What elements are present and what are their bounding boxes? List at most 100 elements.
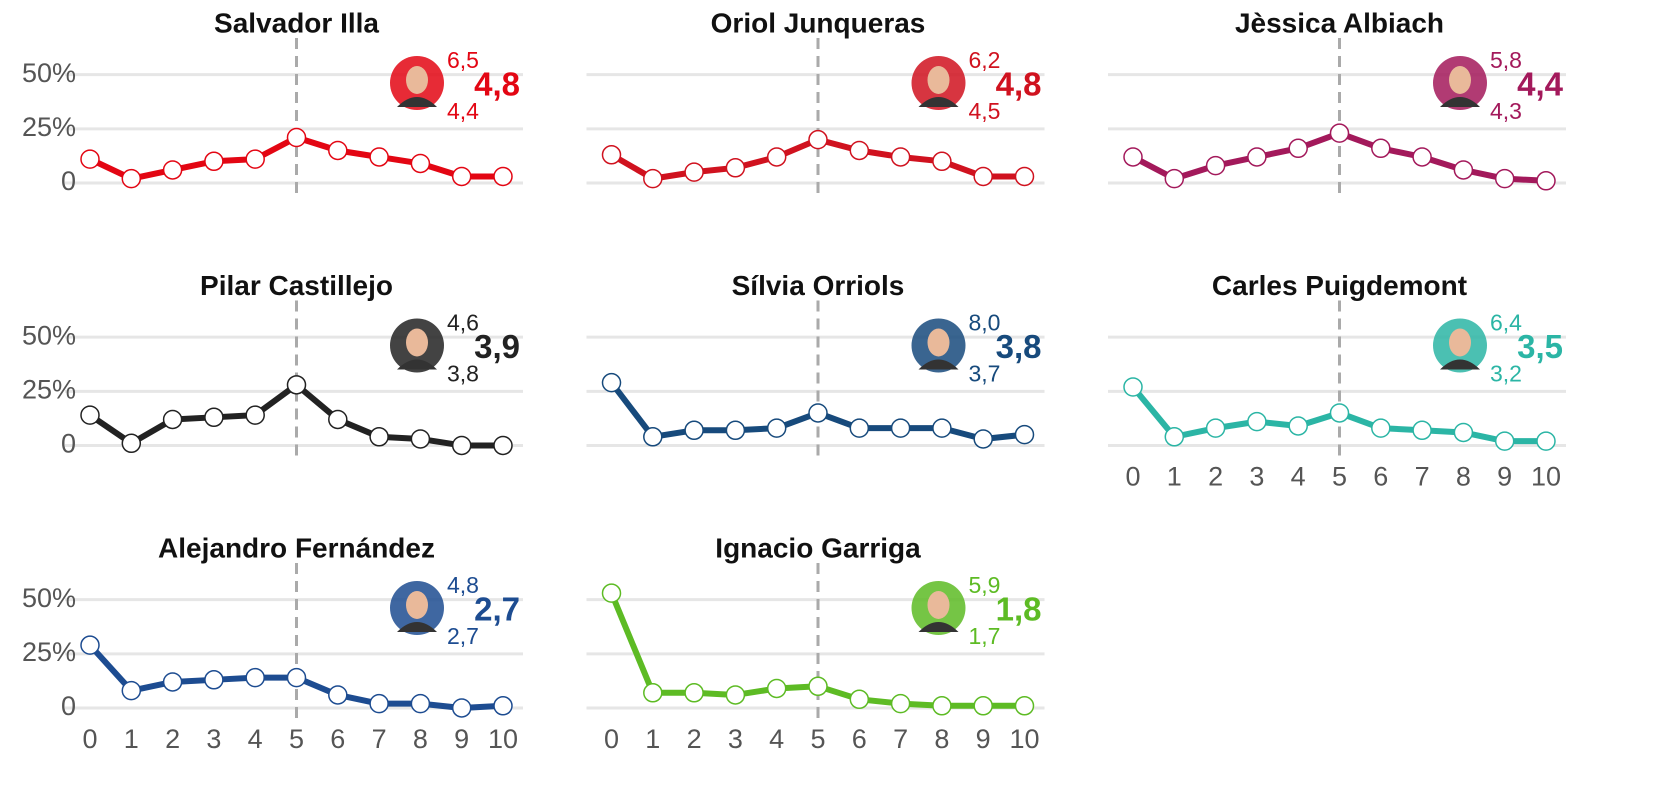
avatar-face [1449, 328, 1471, 357]
x-tick-label: 1 [645, 724, 660, 754]
point [766, 147, 787, 167]
point [643, 683, 663, 703]
point [328, 140, 348, 161]
panel-title: Carles Puigdemont [1212, 270, 1467, 301]
annotation: 8,0 [969, 310, 1001, 336]
x-tick-label: 7 [893, 724, 908, 754]
point [890, 693, 911, 714]
avatar-body [397, 97, 437, 107]
point [1205, 418, 1226, 438]
annotation: 3,5 [1517, 328, 1563, 365]
x-tick-label: 9 [976, 724, 991, 754]
point [245, 667, 265, 688]
point [1329, 123, 1350, 143]
panel-title: Oriol Junqueras [711, 7, 926, 38]
point [80, 149, 100, 169]
point [1014, 424, 1035, 445]
panel: Salvador Illa 0 25% 50% 6,54,84,4 [22, 7, 523, 196]
x-tick-label: 5 [810, 724, 825, 754]
point [1371, 138, 1391, 159]
avatar-body [918, 97, 959, 107]
x-tick-label: 5 [289, 724, 304, 754]
point [451, 435, 472, 456]
annotation: 4,4 [1517, 66, 1564, 103]
annotation: 5,8 [1490, 47, 1522, 73]
point [162, 672, 183, 692]
point [684, 420, 704, 441]
point [1288, 416, 1308, 436]
x-tick-label: 1 [124, 724, 139, 754]
point [286, 127, 307, 148]
point [1164, 427, 1185, 447]
point [121, 168, 142, 189]
point [493, 696, 513, 716]
x-tick-label: 10 [1531, 462, 1561, 492]
annotation: 3,2 [1490, 361, 1522, 387]
annotation: 6,2 [969, 47, 1001, 73]
point [493, 435, 513, 456]
y-tick-label: 25% [22, 374, 76, 404]
annotation: 5,9 [969, 572, 1001, 598]
point [1247, 147, 1267, 167]
point [766, 418, 787, 438]
point [725, 685, 746, 705]
panel-title: Alejandro Fernández [158, 532, 435, 563]
point [849, 689, 870, 710]
panel: Oriol Junqueras 6,24,84,5 [586, 7, 1045, 195]
point [451, 698, 472, 718]
point [204, 670, 224, 690]
point [1536, 171, 1556, 191]
point [643, 168, 663, 189]
point [493, 166, 513, 187]
point [973, 429, 993, 449]
point [286, 667, 307, 688]
point [973, 696, 993, 716]
x-tick-label: 1 [1167, 462, 1182, 492]
point [808, 129, 828, 150]
point [80, 635, 100, 655]
annotation: 4,8 [474, 66, 520, 103]
panel-title: Salvador Illa [214, 7, 379, 38]
point [725, 420, 746, 441]
annotation: 4,8 [447, 572, 479, 598]
panel-title: Pilar Castillejo [200, 270, 393, 301]
panel-title: Ignacio Garriga [715, 532, 921, 563]
point [328, 685, 348, 705]
point [410, 693, 431, 714]
y-tick-label: 25% [22, 112, 76, 142]
panel: Jèssica Albiach 5,84,44,3 [1108, 7, 1566, 195]
avatar-face [406, 591, 428, 619]
x-tick-label: 8 [413, 724, 428, 754]
point [204, 151, 224, 172]
point [1014, 166, 1035, 187]
point [808, 403, 828, 423]
point [601, 583, 622, 603]
x-tick-label: 4 [1291, 462, 1306, 492]
annotation: 3,7 [969, 361, 1001, 387]
y-tick-label: 0 [61, 429, 76, 459]
panel: Sílvia Orriols 8,03,83,7 [586, 270, 1045, 458]
point [1164, 168, 1185, 189]
y-tick-label: 0 [61, 166, 76, 196]
point [121, 680, 142, 701]
x-tick-label: 6 [1373, 462, 1388, 492]
annotation: 4,3 [1490, 98, 1522, 124]
point [1123, 147, 1143, 167]
panel-title: Jèssica Albiach [1235, 7, 1444, 38]
point [973, 166, 993, 187]
x-tick-label: 10 [488, 724, 518, 754]
panel: Pilar Castillejo 0 25% 50% 4,63,93,8 [22, 270, 523, 459]
x-tick-label: 4 [769, 724, 784, 754]
annotation: 1,7 [969, 623, 1001, 649]
avatar-face [927, 591, 950, 619]
x-tick-label: 0 [1125, 462, 1140, 492]
x-tick-label: 9 [454, 724, 469, 754]
point [204, 407, 224, 428]
point [1371, 418, 1391, 438]
annotation: 6,4 [1490, 310, 1522, 336]
point [932, 696, 952, 716]
point [369, 147, 389, 167]
annotation: 2,7 [474, 591, 520, 628]
panel: Carles Puigdemont 0 1 2 3 4 5 6 7 8 9 10 6,43,53,2 [1108, 270, 1566, 492]
